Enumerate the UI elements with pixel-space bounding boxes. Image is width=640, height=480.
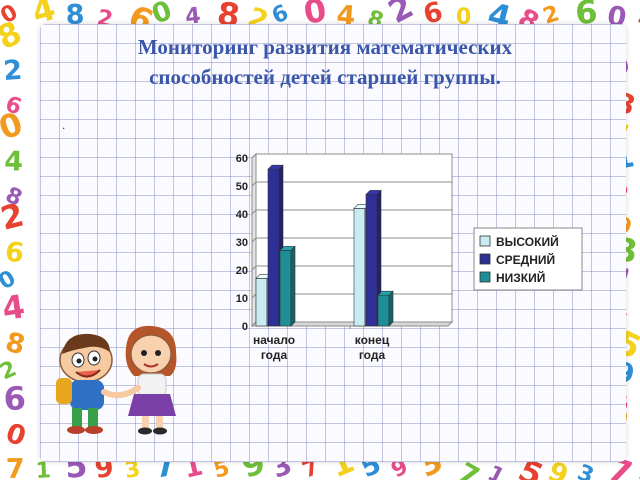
gridline: [251, 209, 452, 215]
girl-figure: [125, 325, 177, 435]
numeral-glyph: 6: [2, 92, 24, 121]
numeral-glyph: 0: [2, 417, 30, 453]
title-line-2: способностей детей старшей группы.: [149, 65, 501, 89]
gridline: [251, 237, 452, 243]
bar: [377, 290, 394, 327]
bar-chart: 0102030405060началогодаконецгодаВЫСОКИЙС…: [236, 152, 583, 362]
numeral-glyph: 4: [0, 287, 27, 328]
numeral-glyph: 3: [123, 457, 142, 480]
legend-label: НИЗКИЙ: [496, 270, 545, 285]
numeral-glyph: 3: [574, 460, 597, 480]
numeral-glyph: 6: [3, 236, 26, 269]
legend-swatch: [479, 235, 491, 247]
numeral-glyph: 0: [456, 5, 471, 30]
numeral-glyph: 4: [184, 4, 202, 30]
gridline: [251, 181, 452, 187]
numeral-glyph: 1: [483, 461, 508, 480]
y-tick-label: 30: [236, 237, 248, 249]
legend-label: ВЫСОКИЙ: [496, 234, 559, 249]
numeral-glyph: 8: [65, 0, 85, 31]
x-tick-label: конец: [355, 333, 390, 347]
bullet-dot: .: [62, 118, 66, 132]
numeral-glyph: 4: [634, 7, 640, 36]
slide-title: Мониторинг развития математических спосо…: [60, 32, 590, 92]
y-tick-label: 10: [236, 293, 248, 305]
numeral-glyph: 2: [540, 1, 562, 30]
numeral-glyph: 0: [0, 104, 28, 147]
legend: [473, 227, 583, 291]
numeral-glyph: 1: [35, 458, 52, 480]
y-tick-label: 60: [236, 153, 248, 165]
y-tick-label: 20: [236, 265, 248, 277]
gridline: [251, 265, 452, 271]
y-tick-label: 40: [236, 209, 248, 221]
x-tick-label: года: [261, 348, 288, 362]
legend-label: СРЕДНИЙ: [496, 252, 555, 267]
numeral-glyph: 4: [4, 146, 24, 178]
gridline: [251, 153, 452, 159]
numeral-glyph: 6: [3, 379, 27, 418]
legend-swatch: [479, 271, 491, 283]
y-tick-label: 0: [242, 321, 248, 333]
bar: [279, 245, 296, 327]
numeral-glyph: 2: [2, 55, 23, 87]
numeral-glyph: 7: [6, 454, 25, 480]
legend-swatch: [479, 253, 491, 265]
title-line-1: Мониторинг развития математических: [137, 35, 513, 59]
numeral-glyph: 8: [0, 13, 28, 57]
numeral-glyph: 8: [2, 327, 28, 362]
numeral-glyph: 2: [0, 196, 28, 238]
kids-illustration: [56, 325, 177, 435]
x-tick-label: года: [359, 348, 386, 362]
y-tick-label: 50: [236, 181, 248, 193]
boy-figure: [56, 333, 113, 434]
x-tick-label: начало: [253, 333, 295, 347]
